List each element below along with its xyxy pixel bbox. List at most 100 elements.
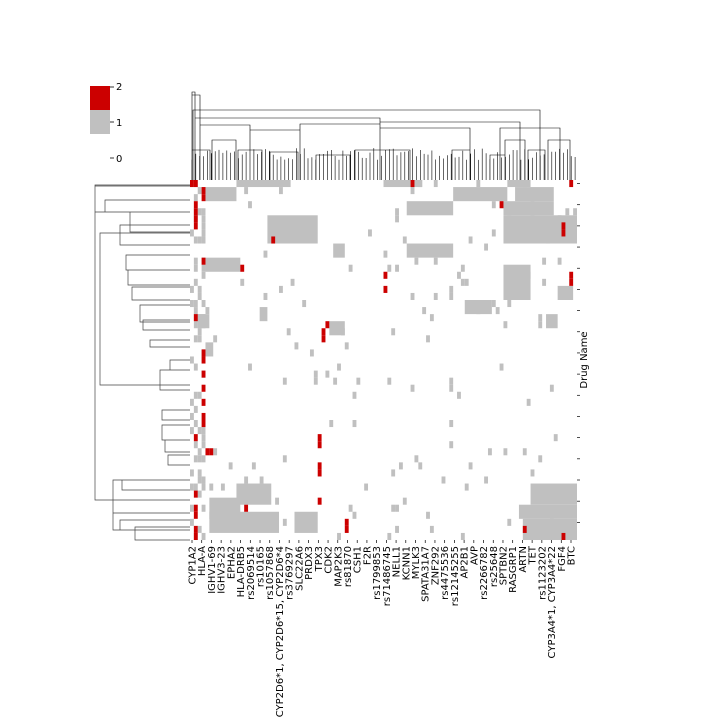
heatmap-cell — [197, 427, 202, 435]
heatmap-cell — [352, 391, 357, 399]
heatmap-cell — [197, 208, 202, 216]
heatmap-cell — [193, 278, 198, 286]
heatmap-cell-max — [383, 271, 388, 279]
heatmap-block — [503, 201, 554, 216]
column-labels: CYP1A2HLA-AIGHV1-69IGHV3-23EPHA2HLA-DRB5… — [188, 540, 578, 717]
heatmap-block — [236, 483, 272, 505]
heatmap-cell — [329, 420, 334, 428]
heatmap-cell — [395, 208, 399, 216]
heatmap-cell — [433, 180, 438, 188]
heatmap-cell-max — [317, 434, 322, 442]
heatmap-cell — [522, 448, 527, 456]
heatmap-cell — [449, 420, 454, 428]
heatmap-cell — [190, 356, 194, 364]
heatmap-cell-max — [321, 328, 326, 336]
heatmap-cell — [201, 321, 206, 329]
heatmap-cell — [395, 264, 399, 272]
heatmap-cell-max — [193, 215, 198, 223]
heatmap-block — [205, 187, 237, 202]
column-label: ARTN — [518, 546, 529, 573]
heatmap-cell — [573, 222, 577, 230]
heatmap-cell — [193, 391, 198, 399]
column-label: BTC — [567, 546, 578, 565]
heatmap-cell-max — [193, 180, 198, 188]
column-label: rs71486745 — [382, 546, 393, 606]
row-ticks — [577, 183, 580, 523]
heatmap-cell-max — [325, 321, 330, 329]
heatmap-cell — [426, 335, 430, 343]
heatmap-cell-max — [193, 511, 198, 519]
heatmap-block — [333, 243, 345, 258]
heatmap-block — [518, 504, 577, 519]
heatmap-cell-max — [193, 314, 198, 322]
heatmap-cell — [240, 278, 245, 286]
heatmap-cell-max — [193, 490, 198, 498]
heatmap-cell — [290, 278, 295, 286]
heatmap-cell — [457, 391, 461, 399]
heatmap-block — [205, 342, 214, 357]
heatmap-cell — [279, 285, 283, 293]
heatmap-cell-max — [344, 518, 349, 526]
heatmap-cell — [433, 257, 438, 265]
column-label: KCNN1 — [401, 546, 412, 580]
heatmap-cell — [190, 504, 194, 512]
colorbar-level-1 — [90, 110, 110, 134]
heatmap-block — [267, 215, 318, 244]
heatmap-cell — [220, 483, 225, 491]
column-label: CYP3A4*1, CYP3A4*22 — [547, 546, 558, 658]
heatmap-cell — [197, 328, 202, 336]
heatmap-cell-max — [201, 194, 206, 202]
heatmap-cell — [193, 420, 198, 428]
heatmap-cell — [557, 215, 562, 223]
heatmap-cell — [422, 307, 427, 315]
colorbar-tick-1: 1 — [116, 118, 122, 129]
column-label: SPATA31A7 — [421, 546, 432, 602]
heatmap-cell — [410, 292, 415, 300]
heatmap-cell-max — [561, 222, 566, 230]
heatmap-cell — [197, 285, 202, 293]
heatmap-cell — [282, 377, 287, 385]
column-label: SPTBN2 — [498, 546, 509, 585]
column-label: TET — [528, 545, 539, 565]
column-label: rs12145255 — [450, 546, 461, 606]
heatmap-cell — [387, 377, 392, 385]
heatmap-cell — [530, 469, 535, 477]
heatmap-cell — [402, 497, 407, 505]
heatmap-cell-max — [410, 180, 415, 188]
heatmap-cell — [468, 236, 473, 244]
heatmap-cell — [538, 314, 543, 322]
row-dendrogram — [94, 184, 190, 541]
heatmap-cell — [449, 441, 454, 449]
heatmap-cell — [484, 243, 488, 251]
heatmap-cell — [538, 455, 543, 463]
heatmap-cell — [193, 483, 198, 491]
heatmap-cell — [248, 201, 252, 209]
heatmap-cell-max — [561, 229, 566, 237]
heatmap-cell-max — [317, 497, 322, 505]
heatmap-cell — [565, 208, 570, 216]
heatmap-cell — [201, 441, 206, 449]
heatmap-cell — [263, 292, 268, 300]
heatmap-cell — [387, 264, 392, 272]
heatmap-cell — [418, 180, 423, 188]
heatmap-cell — [197, 236, 202, 244]
heatmap-cell — [213, 448, 218, 456]
heatmap-cell-max — [240, 264, 245, 272]
heatmap-cell — [491, 201, 496, 209]
heatmap-cell — [410, 187, 415, 195]
heatmap-cell-max — [201, 420, 206, 428]
heatmap-cell — [197, 292, 202, 300]
heatmap-block — [406, 243, 454, 258]
heatmap-cell — [201, 236, 206, 244]
heatmap-cell-max — [344, 525, 349, 533]
column-label: SLC22A6 — [294, 546, 305, 591]
colorbar-level-2 — [90, 86, 110, 110]
heatmap-cell — [190, 285, 194, 293]
heatmap-cell — [526, 271, 531, 279]
heatmap-cell-max — [244, 504, 249, 512]
heatmap-cell — [190, 229, 194, 237]
heatmap-cell — [193, 405, 198, 413]
heatmap-cell-max — [317, 441, 322, 449]
heatmap-cell — [201, 455, 206, 463]
